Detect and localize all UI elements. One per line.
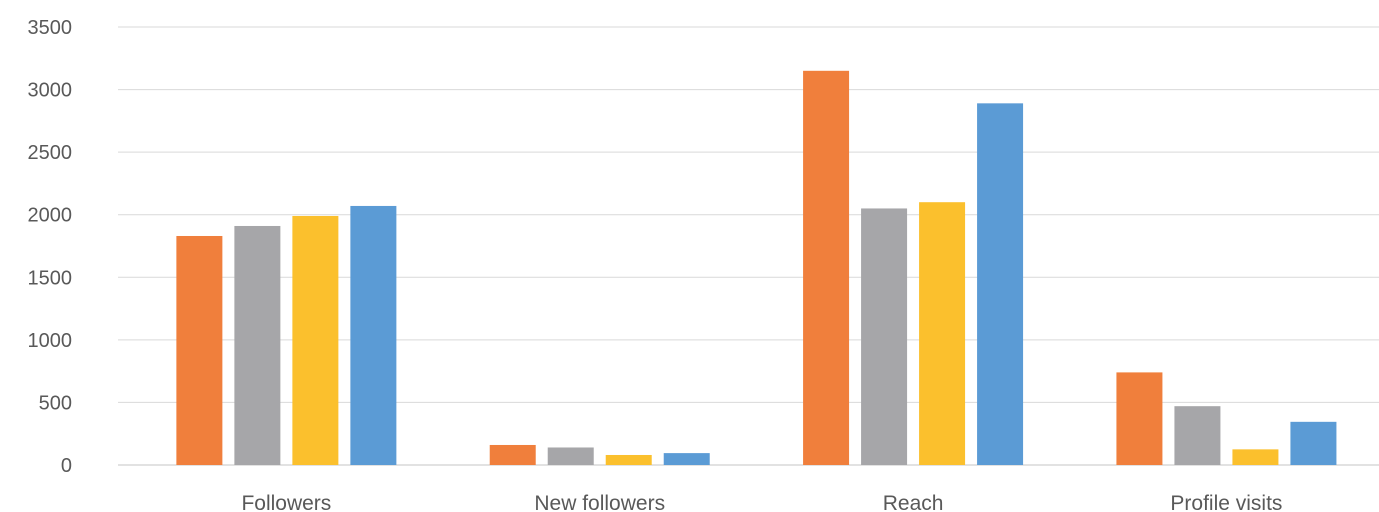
y-tick-label: 2500 <box>28 142 73 164</box>
bar-new-followers-series-4 <box>663 453 710 465</box>
y-tick-label: 500 <box>39 392 72 414</box>
y-tick-label: 3000 <box>28 80 73 102</box>
bar-profile-visits-series-2 <box>1174 406 1221 465</box>
y-axis-tick-labels: 0 500 1000 1500 2000 2500 3000 3500 <box>28 17 73 477</box>
bar-reach-series-4 <box>977 103 1024 465</box>
bar-profile-visits-series-3 <box>1232 449 1279 465</box>
bar-profile-visits-series-1 <box>1116 372 1163 465</box>
y-tick-label: 0 <box>61 455 72 477</box>
bar-profile-visits-series-4 <box>1290 421 1337 465</box>
x-category-label: Profile visits <box>1170 492 1282 512</box>
x-category-label: Reach <box>883 492 944 512</box>
x-category-label: Followers <box>241 492 331 512</box>
bar-followers-series-4 <box>350 205 397 465</box>
bar-reach-series-1 <box>803 70 850 466</box>
y-tick-label: 3500 <box>28 17 73 39</box>
bar-new-followers-series-2 <box>547 447 594 465</box>
bar-followers-series-1 <box>176 235 223 465</box>
bar-new-followers-series-3 <box>605 454 652 465</box>
bars <box>176 70 1337 466</box>
bar-reach-series-2 <box>861 208 908 465</box>
y-tick-label: 1000 <box>28 330 73 352</box>
bar-new-followers-series-1 <box>489 444 536 465</box>
bar-followers-series-3 <box>292 215 339 465</box>
x-category-label: New followers <box>534 492 665 512</box>
bar-reach-series-3 <box>919 202 966 465</box>
x-axis-category-labels: Followers New followers Reach Profile visit… <box>241 492 1282 512</box>
y-tick-label: 1500 <box>28 267 73 289</box>
y-tick-label: 2000 <box>28 205 73 227</box>
bar-followers-series-2 <box>234 225 281 465</box>
